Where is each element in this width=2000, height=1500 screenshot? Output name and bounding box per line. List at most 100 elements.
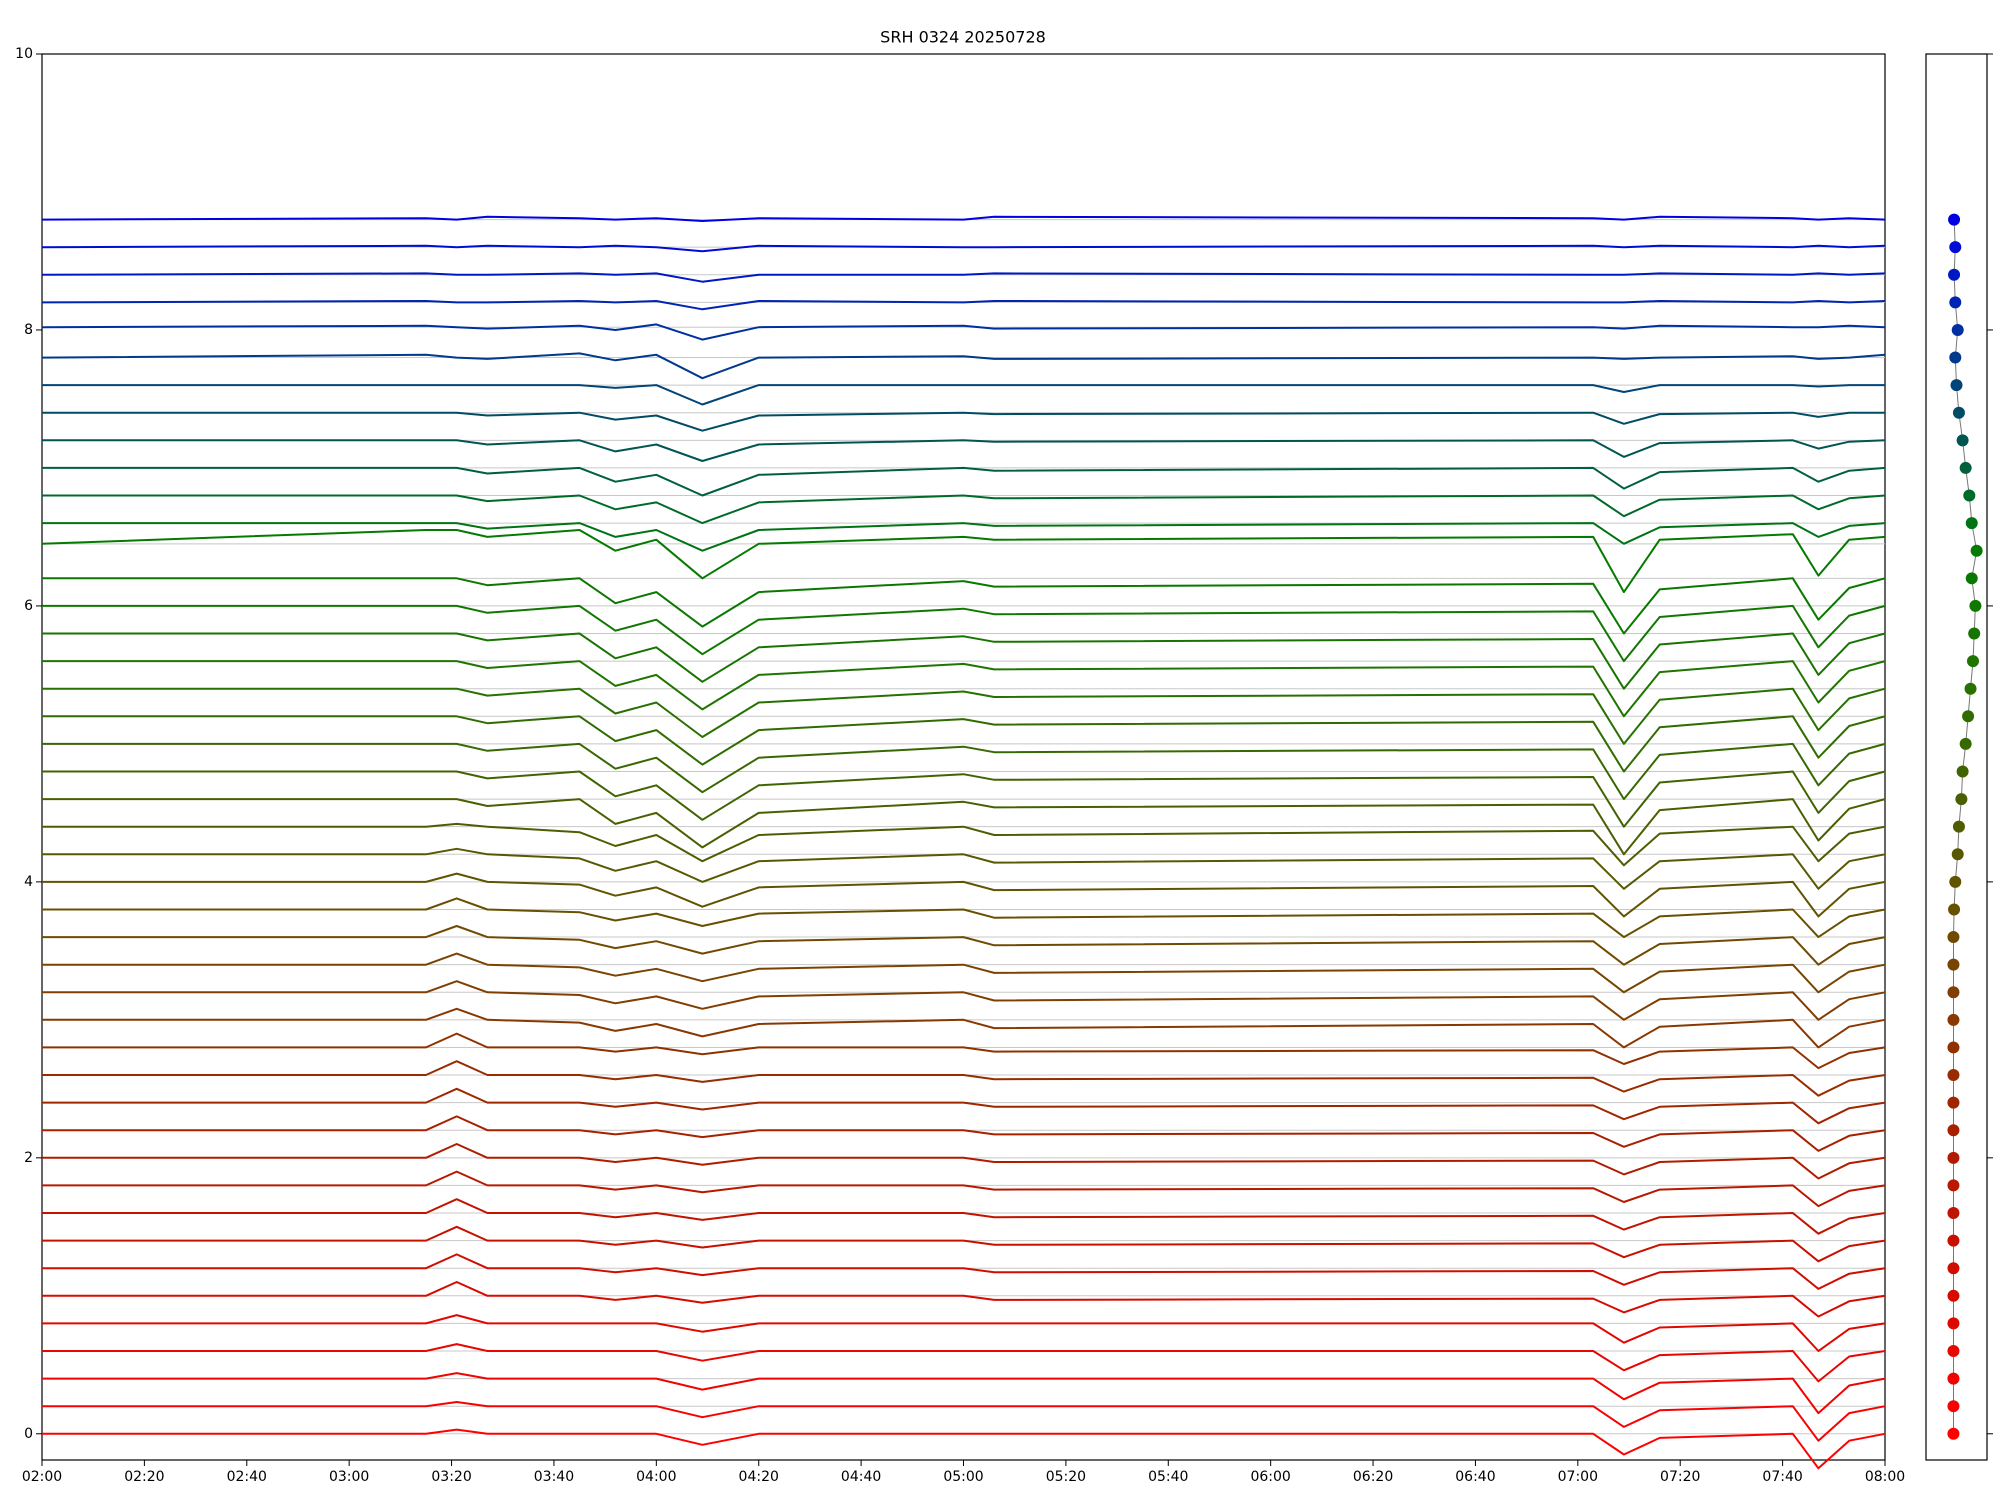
trace-line — [42, 1115, 1886, 1152]
scatter-point — [1949, 241, 1962, 254]
scatter-point — [1947, 1096, 1960, 1109]
scatter-point — [1964, 682, 1977, 695]
scatter-point — [1951, 323, 1964, 336]
scatter-point — [1950, 379, 1963, 392]
scatter-point — [1947, 1400, 1960, 1413]
y-tick-label: 6 — [24, 598, 33, 614]
trace-line — [41, 352, 1886, 380]
y-tick-label: 0 — [24, 1426, 33, 1442]
trace-line — [42, 872, 1886, 918]
scatter-point — [1970, 544, 1983, 557]
scatter-point — [1956, 765, 1969, 778]
trace-line — [41, 300, 1886, 311]
y-tick-label: 4 — [24, 874, 33, 890]
x-tick-label: 03:20 — [431, 1469, 471, 1485]
trace-line — [42, 897, 1886, 939]
scatter-point — [1949, 296, 1962, 309]
x-tick-label: 05:20 — [1046, 1469, 1086, 1485]
x-tick-label: 05:40 — [1148, 1469, 1188, 1485]
scatter-point — [1947, 1013, 1960, 1026]
trace-line — [41, 244, 1886, 253]
trace-line — [42, 660, 1886, 718]
trace-line — [42, 1281, 1886, 1318]
trace-line — [42, 1170, 1886, 1208]
trace-line — [42, 1060, 1886, 1097]
trace-line — [42, 1428, 1886, 1470]
trace-line — [41, 529, 1886, 594]
trace-line — [42, 604, 1886, 663]
trace-line — [42, 522, 1886, 552]
trace-line — [42, 980, 1886, 1021]
trace-line — [42, 925, 1886, 966]
scatter-point — [1962, 710, 1975, 723]
scatter-point — [1949, 351, 1962, 364]
y-tick-label: 10 — [15, 46, 33, 62]
x-tick-label: 02:00 — [22, 1469, 62, 1485]
scatter-point — [1948, 903, 1961, 916]
trace-line — [42, 742, 1886, 801]
x-tick-label: 04:00 — [636, 1469, 676, 1485]
scatter-point — [1947, 1317, 1960, 1330]
scatter-point — [1959, 737, 1972, 750]
scatter-point — [1969, 599, 1982, 612]
x-tick-label: 07:00 — [1558, 1469, 1598, 1485]
trace-line — [42, 1401, 1886, 1442]
trace-line — [42, 1225, 1886, 1263]
scatter-point — [1952, 406, 1965, 419]
x-tick-label: 03:00 — [329, 1469, 369, 1485]
x-tick-label: 07:20 — [1660, 1469, 1700, 1485]
x-tick-label: 05:00 — [943, 1469, 983, 1485]
scatter-point — [1966, 655, 1979, 668]
scatter-point — [1968, 627, 1981, 640]
side-panel-frame — [1925, 53, 1988, 1461]
scatter-point — [1959, 461, 1972, 474]
scatter-point — [1947, 1344, 1960, 1357]
scatter-point — [1955, 793, 1968, 806]
scatter-point — [1965, 517, 1978, 530]
trace-line — [42, 952, 1886, 994]
x-tick-label: 02:20 — [124, 1469, 164, 1485]
x-tick-label: 02:40 — [227, 1469, 267, 1485]
trace-line — [42, 1198, 1886, 1235]
trace-line — [42, 577, 1886, 635]
scatter-point — [1947, 1151, 1960, 1164]
scatter-point — [1947, 1069, 1960, 1082]
trace-line — [42, 466, 1886, 497]
scatter-point — [1948, 268, 1961, 281]
scatter-point — [1949, 875, 1962, 888]
trace-line — [42, 632, 1886, 690]
trace-line — [42, 494, 1886, 525]
trace-line — [42, 384, 1885, 406]
x-tick-label: 06:40 — [1455, 1469, 1495, 1485]
chart-title: SRH 0324 20250728 — [880, 28, 1046, 47]
x-tick-label: 06:20 — [1353, 1469, 1393, 1485]
x-tick-label: 03:40 — [534, 1469, 574, 1485]
plot-frame — [41, 53, 1886, 1461]
scatter-point — [1963, 489, 1976, 502]
scatter-point — [1947, 1234, 1960, 1247]
scatter-point — [1947, 1427, 1960, 1440]
scatter-point — [1947, 1262, 1960, 1275]
x-tick-label: 04:20 — [739, 1469, 779, 1485]
trace-line — [42, 1314, 1886, 1352]
x-tick-label: 08:00 — [1865, 1469, 1905, 1485]
trace-line — [42, 847, 1886, 890]
scatter-point — [1948, 213, 1961, 226]
scatter-point — [1947, 958, 1960, 971]
trace-line — [42, 439, 1886, 462]
trace-line — [42, 822, 1886, 867]
y-tick-label: 2 — [24, 1150, 33, 1166]
trace-line — [42, 1032, 1886, 1070]
trace-line — [42, 411, 1885, 432]
scatter-point — [1947, 1041, 1960, 1054]
trace-line — [42, 1343, 1886, 1383]
trace-line — [42, 1143, 1886, 1180]
scatter-point — [1947, 1124, 1960, 1137]
trace-line — [41, 272, 1886, 283]
trace-line — [42, 1372, 1886, 1415]
scatter-point — [1947, 931, 1960, 944]
trace-line — [42, 715, 1886, 773]
trace-line — [42, 1007, 1886, 1049]
scatter-point — [1947, 986, 1960, 999]
